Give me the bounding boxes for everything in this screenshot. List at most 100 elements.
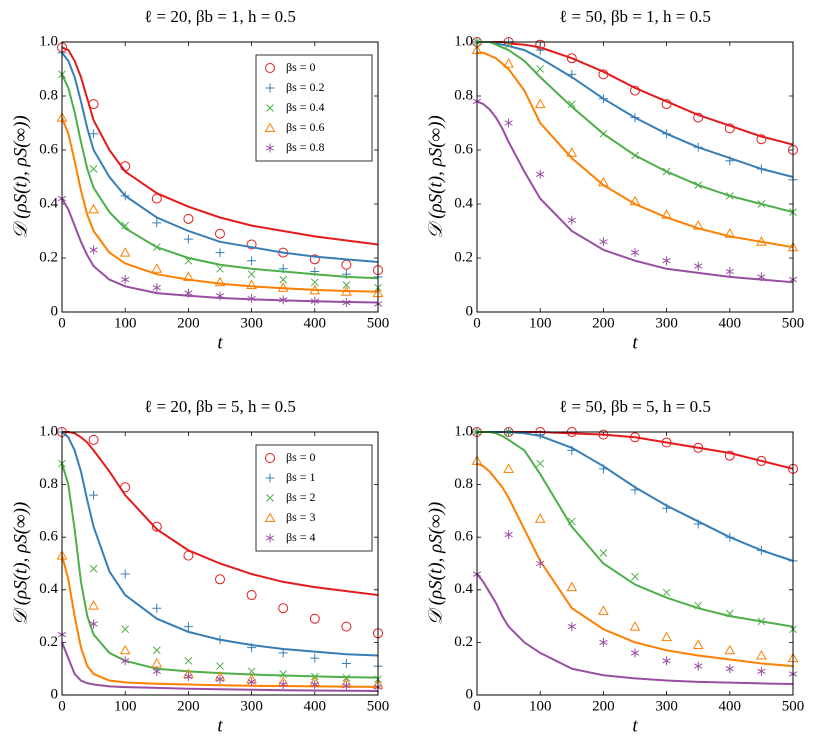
- marker: [310, 653, 320, 663]
- marker: [534, 513, 546, 523]
- marker: [373, 628, 384, 639]
- plot-frame: [61, 431, 379, 696]
- marker: [88, 203, 99, 214]
- y-tick-label: 0.8: [454, 476, 473, 492]
- legend-marker: [265, 473, 275, 483]
- marker: [152, 666, 161, 676]
- x-tick-label: 200: [177, 315, 200, 331]
- legend-label: βs = 4: [286, 530, 316, 544]
- marker: [788, 145, 799, 155]
- marker: [503, 58, 514, 68]
- marker: [88, 600, 99, 610]
- marker: [341, 658, 351, 668]
- panel-title: ℓ = 20, βb = 1, h = 0.5: [144, 7, 296, 26]
- marker: [536, 65, 545, 73]
- marker: [567, 69, 577, 79]
- marker: [184, 672, 193, 682]
- x-tick-label: 500: [367, 698, 390, 714]
- marker: [724, 123, 735, 134]
- marker: [662, 256, 671, 266]
- marker: [341, 621, 352, 632]
- x-tick-label: 400: [304, 315, 327, 331]
- legend-label: βs = 0.2: [286, 80, 325, 94]
- marker: [247, 294, 256, 303]
- marker: [757, 272, 766, 282]
- marker: [373, 265, 384, 276]
- marker: [152, 646, 161, 655]
- marker: [151, 657, 163, 668]
- marker: [152, 603, 162, 613]
- marker: [246, 239, 257, 250]
- marker: [598, 605, 609, 615]
- marker: [184, 256, 193, 265]
- x-tick-label: 200: [592, 315, 615, 331]
- marker: [215, 248, 225, 258]
- marker: [247, 256, 257, 266]
- line: [477, 41, 794, 146]
- x-tick-label: 500: [367, 315, 390, 331]
- marker: [662, 503, 672, 513]
- marker: [598, 69, 609, 80]
- legend-box: [255, 54, 373, 162]
- marker: [214, 276, 226, 287]
- marker: [661, 631, 672, 642]
- y-axis-label: 𝒟 (ρS(t), ρS(∞)): [425, 115, 446, 238]
- marker: [598, 176, 609, 187]
- legend-label: βs = 2: [286, 490, 316, 504]
- marker: [567, 445, 577, 455]
- legend-label: βs = 0.4: [286, 100, 325, 114]
- x-tick-label: 400: [304, 698, 327, 714]
- marker: [756, 164, 766, 174]
- line: [476, 573, 794, 685]
- marker: [215, 635, 225, 645]
- y-axis-label: 𝒟 (ρS(t), ρS(∞)): [425, 502, 446, 625]
- marker: [119, 644, 131, 655]
- marker: [247, 667, 256, 676]
- y-tick-label: 1.0: [39, 33, 58, 49]
- marker: [566, 147, 578, 157]
- y-tick-label: 0.4: [39, 581, 58, 597]
- marker: [89, 245, 98, 255]
- line: [477, 431, 794, 628]
- marker: [184, 656, 193, 665]
- marker: [567, 215, 576, 225]
- line: [61, 198, 379, 304]
- marker: [278, 603, 289, 614]
- marker: [725, 156, 735, 166]
- marker: [534, 98, 546, 109]
- marker: [694, 181, 703, 189]
- marker: [341, 286, 352, 296]
- marker: [247, 677, 256, 687]
- line: [62, 431, 379, 597]
- marker: [630, 648, 640, 658]
- y-tick-label: 0: [466, 686, 474, 702]
- marker: [724, 450, 735, 461]
- marker: [215, 574, 226, 585]
- marker: [598, 429, 609, 440]
- panel-title: ℓ = 50, βb = 5, h = 0.5: [559, 397, 711, 416]
- x-tick-label: 100: [529, 698, 552, 714]
- line: [61, 46, 379, 246]
- marker: [246, 590, 257, 601]
- marker: [630, 248, 640, 258]
- x-tick-label: 0: [473, 698, 481, 714]
- line: [477, 51, 794, 249]
- x-tick-label: 300: [655, 315, 678, 331]
- line: [61, 52, 379, 264]
- marker: [120, 482, 131, 493]
- marker: [662, 167, 671, 176]
- marker: [216, 264, 224, 273]
- plot-frame: [61, 41, 379, 313]
- x-tick-label: 200: [177, 698, 200, 714]
- marker: [756, 134, 767, 145]
- marker: [599, 129, 608, 138]
- panel-title: ℓ = 20, βb = 5, h = 0.5: [144, 397, 296, 416]
- marker: [724, 228, 736, 238]
- marker: [756, 650, 767, 660]
- marker: [152, 243, 161, 252]
- legend-marker: [265, 533, 275, 543]
- marker: [757, 666, 766, 676]
- x-tick-label: 500: [782, 698, 805, 714]
- marker: [310, 679, 319, 689]
